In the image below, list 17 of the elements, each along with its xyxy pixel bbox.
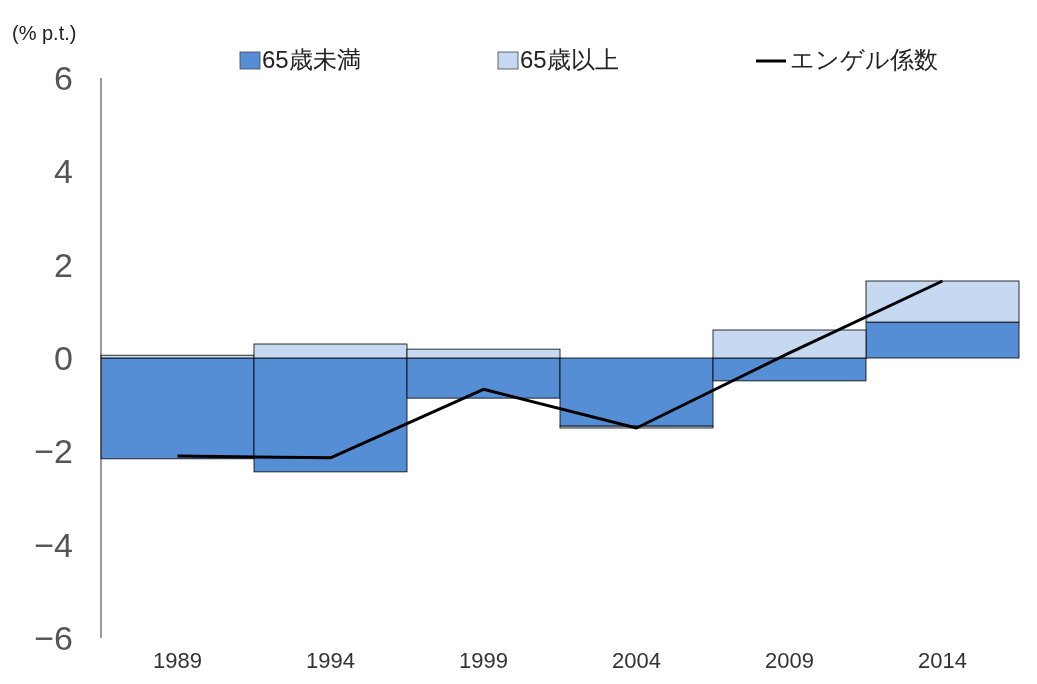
- x-tick-label: 1994: [306, 648, 355, 673]
- y-tick-label: −4: [34, 525, 73, 564]
- y-tick-label: 6: [54, 59, 73, 97]
- x-tick-label: 1999: [459, 648, 508, 673]
- y-tick-label: 2: [54, 245, 73, 284]
- legend-label: エンゲル係数: [790, 46, 938, 73]
- y-axis-title: (% p.t.): [12, 22, 77, 44]
- y-tick-label: −6: [34, 619, 73, 657]
- x-tick-label: 2009: [765, 648, 814, 673]
- legend-label: 65歳以上: [520, 46, 619, 73]
- y-tick-label: −2: [34, 432, 73, 471]
- y-tick-label: 0: [54, 339, 73, 377]
- x-tick-label: 2004: [612, 648, 661, 673]
- legend-label: 65歳未満: [262, 46, 361, 73]
- x-tick-label: 1989: [153, 648, 202, 673]
- x-tick-label: 2014: [918, 648, 967, 673]
- y-tick-label: 4: [54, 152, 73, 191]
